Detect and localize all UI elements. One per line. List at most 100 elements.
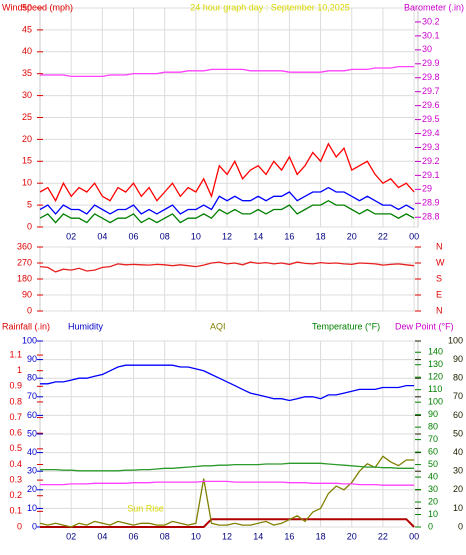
y-tick-label: 100 <box>448 335 463 345</box>
y-tick-label: 20 <box>27 484 37 494</box>
y-tick-label: 1 <box>17 365 22 375</box>
y-tick-label: 35 <box>22 68 32 78</box>
y-tick-label: 60 <box>428 446 438 456</box>
y-tick-label: 360 <box>17 241 32 251</box>
y-tick-label: 110 <box>428 384 442 394</box>
y-tick-label: 0 <box>32 521 37 531</box>
y-tick-label: 28.8 <box>422 212 440 222</box>
y-tick-label: 0.8 <box>9 396 22 406</box>
y-tick-label: 90 <box>22 289 32 299</box>
y-tick-label: 130 <box>428 359 443 369</box>
y-tick-label: 0.2 <box>9 490 22 500</box>
y-tick-label: 30 <box>22 90 32 100</box>
x-tick-label: 06 <box>129 231 139 241</box>
x-tick-label: 08 <box>160 531 170 541</box>
y-tick-label: 29.4 <box>422 128 440 138</box>
y-tick-label: 30.1 <box>422 30 440 40</box>
y-tick-label: 0 <box>27 305 32 315</box>
y-tick-label: 1.1 <box>9 349 22 359</box>
y-tick-label: 10 <box>453 503 463 513</box>
x-tick-label: 12 <box>222 531 232 541</box>
y-tick-label: 60 <box>27 410 37 420</box>
x-tick-label: 10 <box>191 531 201 541</box>
series-label: Humidity <box>68 321 104 331</box>
y-tick-label: E <box>436 289 442 299</box>
y-tick-label: 29.3 <box>422 142 440 152</box>
x-tick-label: 20 <box>347 531 357 541</box>
y-tick-label: W <box>436 257 445 267</box>
series-line <box>39 455 415 528</box>
x-tick-label: 14 <box>253 231 263 241</box>
series-label: AQI <box>210 321 226 331</box>
y-tick-label: 15 <box>22 156 32 166</box>
y-tick-label: 40 <box>428 471 438 481</box>
x-tick-label: 16 <box>284 231 294 241</box>
y-tick-label: 29.6 <box>422 100 440 110</box>
x-tick-label: 18 <box>316 531 326 541</box>
y-tick-label: 0 <box>428 521 433 531</box>
y-tick-label: 90 <box>453 354 463 364</box>
y-tick-label: 180 <box>17 273 32 283</box>
x-tick-label: 22 <box>378 531 388 541</box>
y-tick-label: 10 <box>27 503 37 513</box>
series-line <box>40 518 415 528</box>
y-tick-label: 0 <box>27 221 32 231</box>
x-tick-label: 14 <box>253 531 263 541</box>
y-tick-label: 70 <box>27 391 37 401</box>
series-label: Rainfall (.in) <box>2 321 50 331</box>
annotation: Sun Rise <box>127 503 164 513</box>
y-tick-label: 50 <box>27 428 37 438</box>
y-tick-label: 29.7 <box>422 86 440 96</box>
y-tick-label: 5 <box>27 199 32 209</box>
y-tick-label: S <box>436 273 442 283</box>
y-tick-label: 50 <box>428 459 438 469</box>
x-tick-label: 22 <box>378 231 388 241</box>
y-tick-label: 270 <box>17 257 32 267</box>
y-tick-label: 0 <box>17 521 22 531</box>
y-tick-label: N <box>436 241 443 251</box>
series-line <box>40 65 415 78</box>
y-tick-label: 29 <box>422 184 432 194</box>
y-tick-label: 0 <box>458 521 463 531</box>
x-tick-label: 00 <box>409 231 419 241</box>
y-tick-label: 70 <box>453 391 463 401</box>
y-tick-label: 40 <box>27 447 37 457</box>
x-tick-label: 18 <box>316 231 326 241</box>
x-tick-label: 10 <box>191 231 201 241</box>
y-tick-label: 10 <box>428 509 438 519</box>
y-tick-label: 50 <box>22 2 32 12</box>
series-line <box>39 142 415 203</box>
y-tick-label: 0.5 <box>9 443 22 453</box>
y-tick-label: 30 <box>428 484 438 494</box>
series-line <box>40 462 415 472</box>
x-tick-label: 12 <box>222 231 232 241</box>
chart-title: 24 hour graph day : September 10,2025 <box>190 2 350 12</box>
y-tick-label: 0.3 <box>9 474 22 484</box>
x-tick-label: 08 <box>160 231 170 241</box>
y-tick-label: 30 <box>27 466 37 476</box>
y-tick-label: 100 <box>428 397 443 407</box>
series-line <box>39 186 415 215</box>
y-tick-label: 80 <box>27 373 37 383</box>
y-tick-label: 20 <box>22 134 32 144</box>
y-tick-label: 29.2 <box>422 156 440 166</box>
y-tick-label: 29.8 <box>422 72 440 82</box>
y-tick-label: 80 <box>453 373 463 383</box>
x-tick-label: 04 <box>97 231 107 241</box>
axis-title: Barometer (.in) <box>404 2 464 12</box>
y-tick-label: 0.4 <box>9 459 22 469</box>
series-line <box>39 261 415 273</box>
y-tick-label: 29.5 <box>422 114 440 124</box>
series-line <box>40 480 415 486</box>
y-tick-label: 29.9 <box>422 58 440 68</box>
y-tick-label: 0.7 <box>9 412 22 422</box>
series-line <box>40 364 415 402</box>
y-tick-label: 80 <box>428 422 438 432</box>
y-tick-label: 10 <box>22 178 32 188</box>
y-tick-label: 40 <box>22 46 32 56</box>
y-tick-label: 60 <box>453 410 463 420</box>
y-tick-label: 30 <box>453 466 463 476</box>
y-tick-label: 40 <box>453 447 463 457</box>
y-tick-label: 120 <box>428 372 443 382</box>
